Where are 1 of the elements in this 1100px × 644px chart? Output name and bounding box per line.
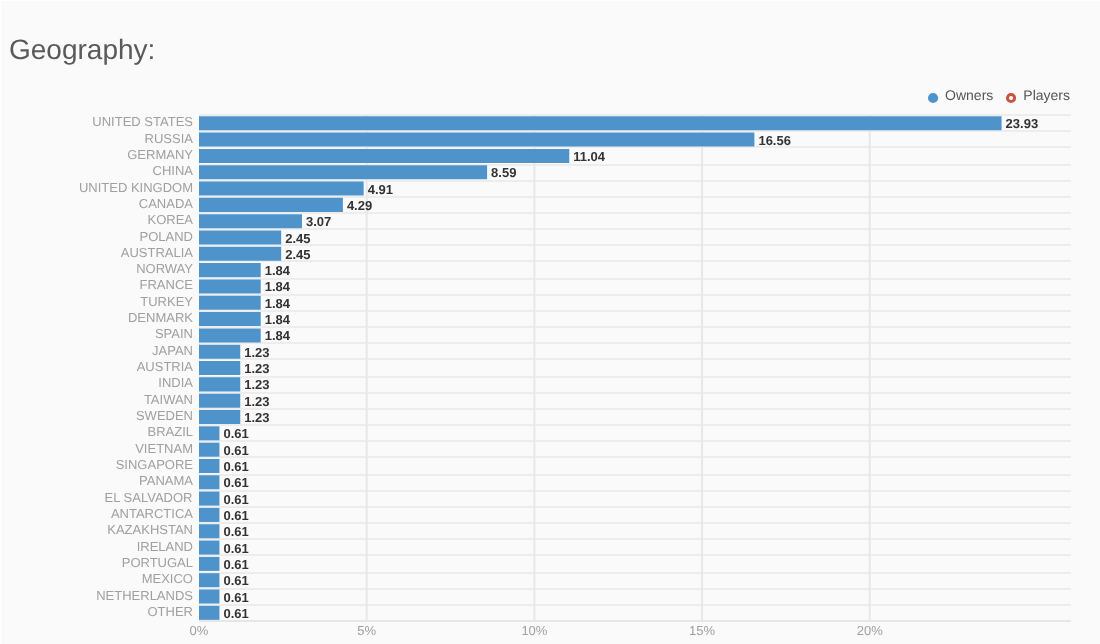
chart-title: Geography: bbox=[9, 33, 156, 65]
